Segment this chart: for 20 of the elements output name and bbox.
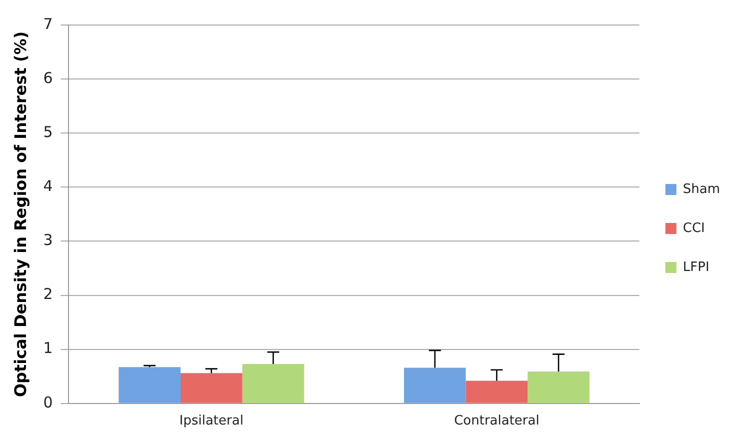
bar	[528, 372, 590, 403]
bar	[118, 367, 180, 403]
bar	[242, 364, 304, 403]
y-tick-label: 7	[43, 14, 53, 33]
legend-label: LFPI	[682, 260, 710, 275]
bar	[466, 380, 528, 403]
y-tick-label: 3	[43, 231, 53, 250]
legend-label: Sham	[682, 182, 720, 197]
y-tick-label: 2	[43, 285, 53, 304]
bar	[404, 368, 466, 403]
y-tick-label: 5	[43, 123, 53, 142]
x-tick-label: Ipsilateral	[179, 414, 244, 429]
y-tick-label: 1	[43, 339, 53, 358]
legend-label: CCI	[682, 220, 705, 236]
y-tick-label: 4	[43, 177, 53, 196]
y-tick-label: 6	[43, 68, 53, 87]
bar	[180, 373, 242, 403]
x-tick-label: Contralateral	[454, 414, 540, 429]
y-tick-label: 0	[43, 393, 53, 412]
y-axis-title: Optical Density in Region of Interest (%)	[10, 31, 30, 398]
